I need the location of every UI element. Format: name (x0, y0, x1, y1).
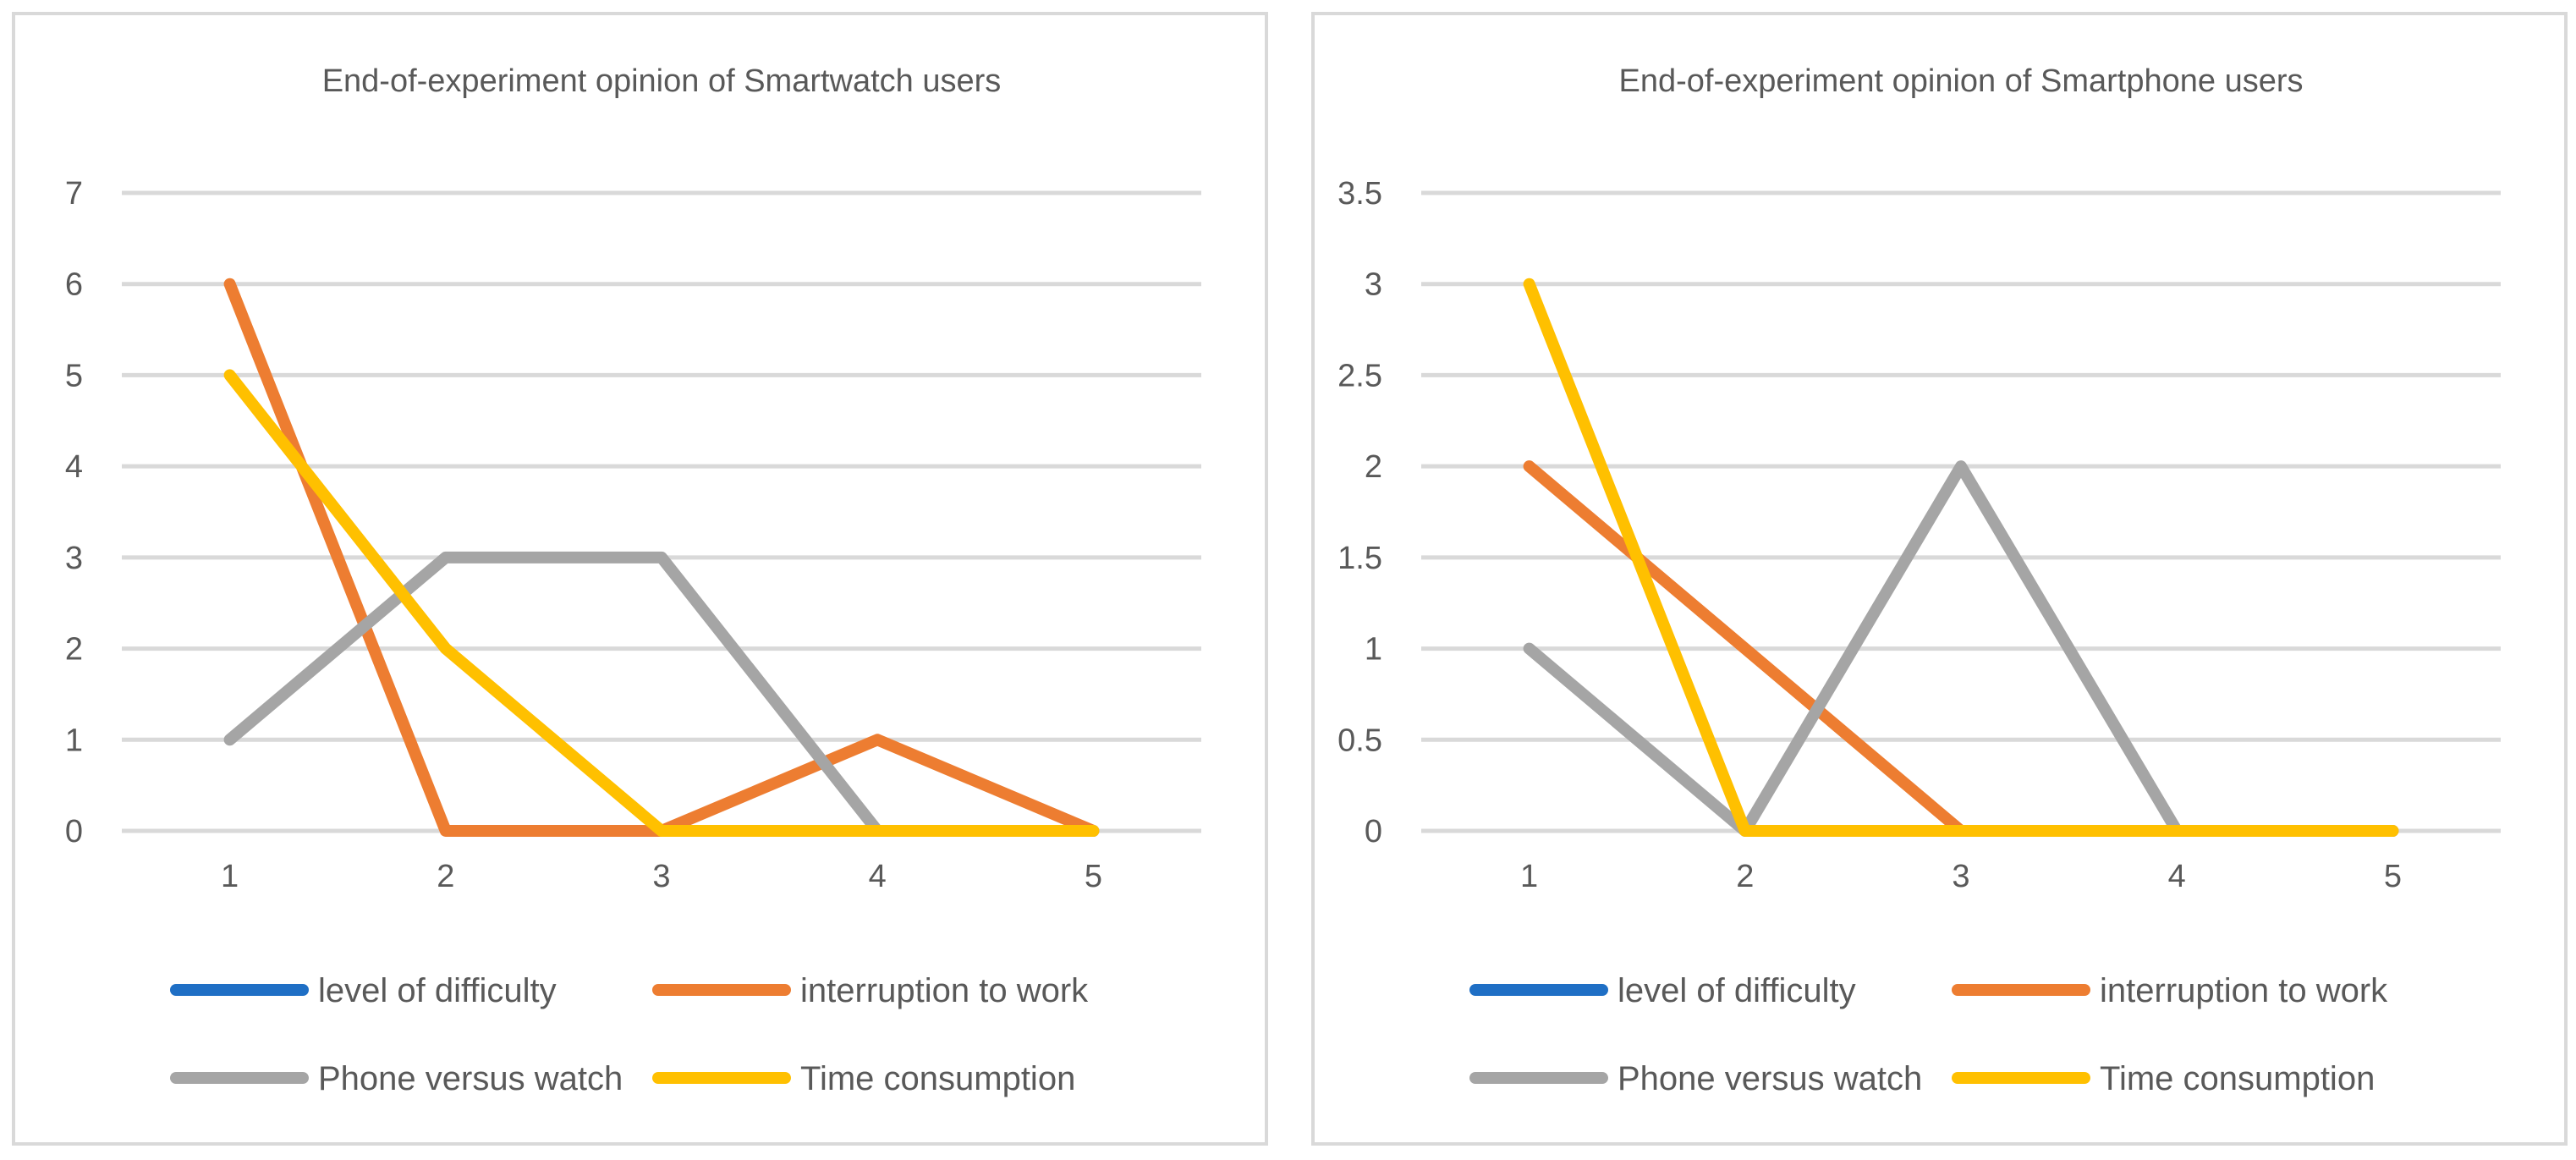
y-tick-label: 7 (65, 176, 83, 212)
y-tick-label: 0.5 (1337, 723, 1382, 758)
x-tick-label: 1 (1520, 859, 1538, 894)
y-tick-label: 2 (1365, 449, 1382, 485)
y-tick-label: 3.5 (1337, 176, 1382, 212)
series-line-time-consumption (1523, 278, 2399, 837)
y-tick-label: 1.5 (1337, 541, 1382, 576)
legend-label: interruption to work (2100, 972, 2388, 1009)
legend-label: level of difficulty (1618, 972, 1856, 1009)
x-tick-label: 1 (221, 859, 239, 894)
chart-panel-smartphone: End-of-experiment opinion of Smartphone … (1311, 12, 2568, 1146)
legend-label: Time consumption (800, 1060, 1075, 1097)
legend-label: Time consumption (2100, 1060, 2375, 1097)
x-tick-label: 2 (437, 859, 454, 894)
chart-svg-smartwatch: End-of-experiment opinion of Smartwatch … (65, 63, 1201, 1097)
x-tick-label: 3 (652, 859, 670, 894)
legend-label: Phone versus watch (318, 1060, 623, 1097)
y-tick-label: 4 (65, 449, 83, 485)
x-tick-label: 4 (869, 859, 887, 894)
y-tick-label: 1 (1365, 632, 1382, 668)
legend-label: interruption to work (800, 972, 1089, 1009)
chart-panel-smartwatch: End-of-experiment opinion of Smartwatch … (12, 12, 1268, 1146)
chart-title: End-of-experiment opinion of Smartwatch … (322, 63, 1002, 99)
chart-svg-smartphone: End-of-experiment opinion of Smartphone … (1337, 63, 2501, 1097)
x-tick-label: 2 (1736, 859, 1754, 894)
y-tick-label: 0 (1365, 814, 1382, 849)
y-tick-label: 0 (65, 814, 83, 849)
series-line-time-consumption (223, 369, 1100, 837)
x-tick-label: 4 (2168, 859, 2186, 894)
y-tick-label: 6 (65, 267, 83, 303)
y-tick-label: 5 (65, 358, 83, 393)
legend-label: Phone versus watch (1618, 1060, 1922, 1097)
y-tick-label: 2 (65, 632, 83, 668)
y-tick-label: 1 (65, 723, 83, 758)
legend-label: level of difficulty (318, 972, 557, 1009)
y-tick-label: 2.5 (1337, 358, 1382, 393)
x-tick-label: 3 (1952, 859, 1969, 894)
y-tick-label: 3 (65, 541, 83, 576)
chart-title: End-of-experiment opinion of Smartphone … (1618, 63, 2303, 99)
x-tick-label: 5 (2384, 859, 2402, 894)
x-tick-label: 5 (1085, 859, 1102, 894)
y-tick-label: 3 (1365, 267, 1382, 303)
